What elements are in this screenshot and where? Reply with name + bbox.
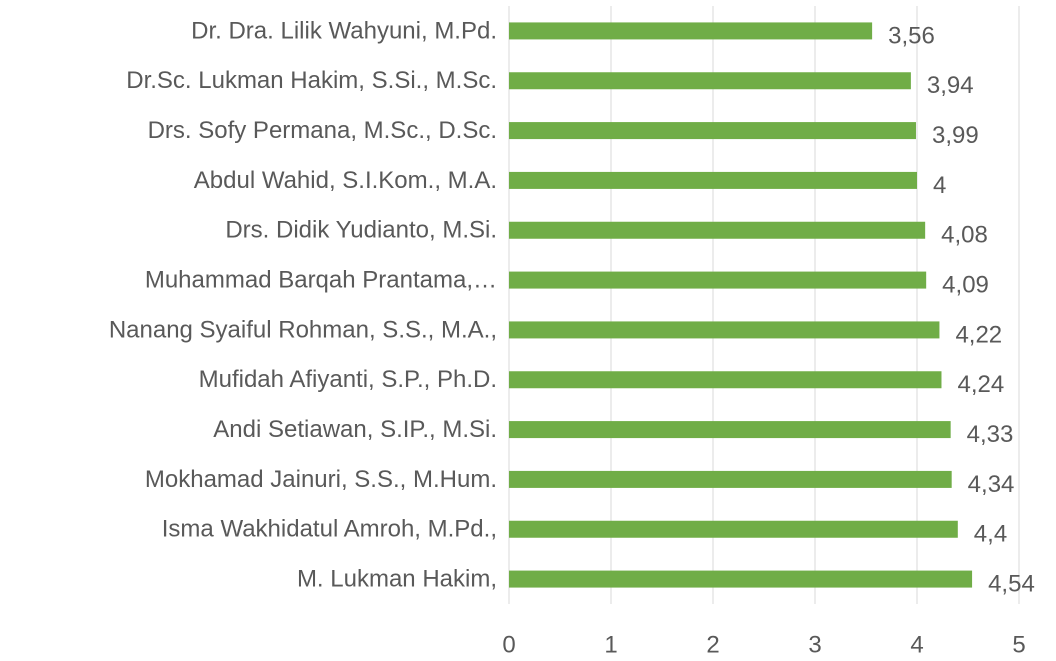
data-label: 4,08	[941, 222, 988, 249]
bar	[509, 122, 916, 140]
x-tick-label: 0	[502, 631, 515, 658]
data-label: 4,09	[942, 271, 989, 298]
data-label: 4,54	[988, 570, 1035, 597]
x-tick-label: 1	[604, 631, 617, 658]
data-label: 3,94	[927, 72, 974, 99]
bar	[509, 171, 917, 189]
bar	[509, 371, 942, 389]
bar	[509, 271, 927, 289]
bar	[509, 22, 873, 40]
data-label: 4,24	[957, 371, 1004, 398]
y-tick-label: Drs. Sofy Permana, M.Sc., D.Sc.	[148, 117, 497, 144]
y-tick-label: Dr. Dra. Lilik Wahyuni, M.Pd.	[191, 17, 497, 44]
data-label: 3,99	[932, 122, 979, 149]
bar	[509, 72, 911, 90]
x-tick-label: 5	[1012, 631, 1025, 658]
data-label: 4,33	[967, 421, 1014, 448]
bar	[509, 221, 926, 239]
x-tick-label: 2	[706, 631, 719, 658]
data-label: 4,22	[955, 321, 1002, 348]
data-label: 3,56	[888, 22, 935, 49]
y-tick-label: Dr.Sc. Lukman Hakim, S.Si., M.Sc.	[126, 67, 497, 94]
data-label: 4,4	[974, 521, 1007, 548]
bar	[509, 570, 973, 588]
bar	[509, 520, 958, 538]
bar	[509, 321, 940, 339]
y-tick-label: Isma Wakhidatul Amroh, M.Pd.,	[162, 516, 497, 543]
data-label: 4	[933, 172, 946, 199]
y-tick-label: Muhammad Barqah Prantama,…	[145, 266, 497, 293]
y-tick-label: M. Lukman Hakim,	[297, 565, 497, 592]
y-tick-label: Mufidah Afiyanti, S.P., Ph.D.	[199, 366, 497, 393]
y-tick-label: Nanang Syaiful Rohman, S.S., M.A.,	[109, 316, 497, 343]
y-tick-label: Drs. Didik Yudianto, M.Si.	[225, 217, 497, 244]
x-tick-label: 4	[910, 631, 923, 658]
x-tick-label: 3	[808, 631, 821, 658]
y-tick-label: Abdul Wahid, S.I.Kom., M.A.	[194, 167, 497, 194]
y-tick-label: Andi Setiawan, S.IP., M.Si.	[213, 416, 497, 443]
bar	[509, 470, 952, 488]
y-tick-label: Mokhamad Jainuri, S.S., M.Hum.	[145, 466, 497, 493]
bar	[509, 421, 951, 439]
data-label: 4,34	[968, 471, 1015, 498]
